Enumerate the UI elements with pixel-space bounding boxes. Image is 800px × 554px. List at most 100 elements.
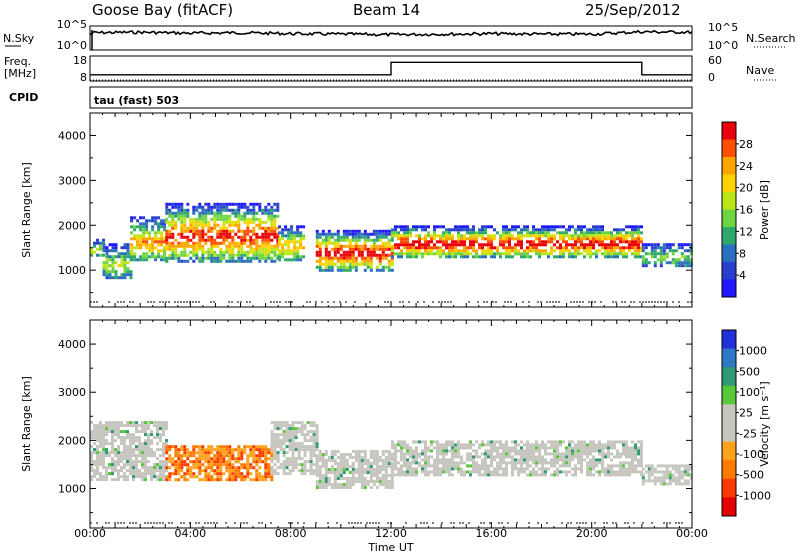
scatter-cell (403, 237, 406, 241)
scatter-cell (532, 249, 535, 253)
scatter-cell (156, 427, 159, 431)
scatter-cell (562, 470, 565, 474)
scatter-cell (207, 448, 211, 452)
scatter-cell (484, 249, 487, 253)
scatter-cell (384, 247, 388, 251)
scatter-cell (421, 449, 424, 453)
scatter-cell (133, 234, 137, 238)
scatter-cell (490, 461, 493, 465)
scatter-cell (165, 427, 168, 431)
scatter-cell (105, 273, 109, 277)
scatter-cell (487, 234, 490, 238)
scatter-cell (384, 456, 388, 459)
scatter-cell (662, 470, 666, 474)
scatter-cell (297, 463, 301, 467)
scatter-cell (454, 443, 457, 447)
scatter-cell (589, 255, 592, 259)
scatter-cell (487, 464, 490, 468)
scatter-cell (363, 268, 367, 272)
scatter-cell (351, 483, 355, 486)
scatter-cell (508, 455, 511, 459)
scatter-cell (163, 240, 167, 244)
colorbar-segment (722, 174, 736, 193)
scatter-cell (228, 472, 232, 476)
scatter-cell (622, 228, 625, 232)
scatter-cell (400, 464, 403, 468)
scatter-cell (686, 479, 690, 483)
scatter-cell (448, 470, 451, 474)
scatter-cell (360, 483, 364, 486)
scatter-cell (165, 451, 169, 455)
scatter-cell (267, 238, 271, 242)
scatter-cell (284, 228, 288, 232)
scatter-cell (273, 463, 277, 467)
scatter-cell (478, 231, 481, 235)
scatter-cell (436, 252, 439, 256)
scatter-cell (653, 476, 657, 480)
scatter-cell (213, 478, 217, 482)
scatter-cell (484, 228, 487, 232)
scatter-cell (559, 237, 562, 241)
scatter-cell (309, 436, 313, 440)
scatter-cell (360, 235, 364, 239)
scatter-cell (157, 249, 161, 253)
scatter-cell (484, 464, 487, 468)
scatter-cell (505, 446, 508, 450)
near-range-cell (291, 301, 293, 303)
scatter-cell (327, 241, 331, 245)
scatter-cell (327, 483, 331, 486)
scatter-cell (583, 249, 586, 253)
scatter-cell (354, 238, 358, 242)
scatter-cell (535, 470, 538, 474)
scatter-cell (508, 246, 511, 250)
scatter-cell (321, 241, 325, 245)
scatter-cell (231, 451, 235, 455)
scatter-cell (366, 465, 370, 468)
scatter-cell (511, 455, 514, 459)
scatter-cell (216, 475, 220, 479)
scatter-cell (439, 470, 442, 474)
scatter-cell (180, 445, 184, 449)
scatter-cell (165, 259, 169, 263)
colorbar-segment (722, 139, 736, 158)
scatter-cell (96, 253, 99, 257)
near-range-cell (582, 301, 584, 303)
scatter-cell (562, 237, 565, 241)
scatter-cell (324, 256, 328, 260)
scatter-cell (318, 480, 322, 483)
near-range-cell (552, 301, 554, 303)
scatter-cell (156, 463, 159, 467)
near-range-cell (438, 301, 440, 303)
scatter-cell (523, 452, 526, 456)
scatter-cell (165, 220, 169, 224)
scatter-cell (475, 237, 478, 241)
scatter-cell (342, 465, 346, 468)
scatter-cell (120, 424, 123, 428)
scatter-cell (442, 470, 445, 474)
scatter-cell (662, 482, 666, 486)
scatter-cell (535, 228, 538, 232)
scatter-cell (381, 477, 385, 480)
scatter-cell (390, 462, 394, 465)
scatter-cell (102, 270, 106, 274)
scatter-cell (499, 243, 502, 247)
scatter-cell (390, 474, 394, 477)
scatter-cell (523, 252, 526, 256)
scatter-cell (351, 462, 355, 465)
scatter-cell (309, 451, 313, 455)
scatter-cell (601, 458, 604, 462)
scatter-cell (276, 208, 280, 212)
scatter-cell (228, 259, 232, 263)
scatter-cell (535, 243, 538, 247)
scatter-cell (628, 464, 631, 468)
scatter-cell (351, 471, 355, 474)
scatter-cell (640, 452, 643, 456)
scatter-cell (114, 448, 117, 452)
scatter-cell (577, 458, 580, 462)
scatter-cell (261, 451, 265, 455)
scatter-cell (418, 455, 421, 459)
scatter-cell (541, 446, 544, 450)
scatter-cell (517, 473, 520, 477)
scatter-cell (278, 243, 282, 247)
scatter-cell (249, 247, 253, 251)
